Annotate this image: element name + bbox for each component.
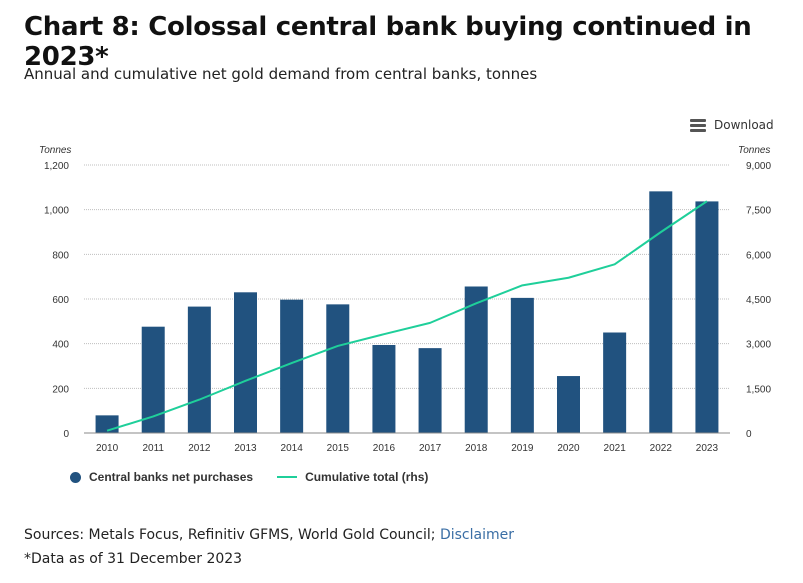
bar-2017 — [418, 348, 442, 433]
right-axis-label: Tonnes — [738, 145, 770, 156]
download-label: Download — [714, 118, 774, 132]
bar-2014 — [280, 299, 304, 433]
footnote: *Data as of 31 December 2023 — [24, 551, 243, 567]
bar-2016 — [372, 345, 396, 433]
x-tick-label: 2019 — [511, 443, 534, 454]
x-tick-label: 2010 — [96, 443, 119, 454]
sources-note: Sources: Metals Focus, Refinitiv GFMS, W… — [24, 527, 514, 543]
x-tick-label: 2017 — [419, 443, 442, 454]
chart-title: Chart 8: Colossal central bank buying co… — [24, 12, 752, 72]
right-tick-label: 7,500 — [746, 206, 771, 217]
legend-label-bars: Central banks net purchases — [89, 470, 254, 484]
bar-2021 — [603, 332, 627, 433]
x-tick-label: 2022 — [650, 443, 673, 454]
right-tick-label: 0 — [746, 429, 752, 440]
right-tick-label: 9,000 — [746, 161, 771, 172]
download-button[interactable]: Download — [690, 118, 774, 132]
bar-2015 — [326, 304, 350, 433]
cumulative-line — [106, 200, 708, 432]
left-tick-label: 600 — [52, 295, 69, 306]
bar-2018 — [464, 286, 488, 433]
bar-2022 — [649, 191, 673, 433]
left-tick-label: 0 — [63, 429, 69, 440]
x-tick-label: 2014 — [281, 443, 304, 454]
x-tick-label: 2021 — [604, 443, 627, 454]
x-tick-label: 2013 — [234, 443, 257, 454]
legend: Central banks net purchases Cumulative t… — [70, 470, 452, 484]
chart-subtitle: Annual and cumulative net gold demand fr… — [24, 65, 538, 83]
legend-label-line: Cumulative total (rhs) — [305, 470, 429, 484]
left-tick-label: 1,000 — [44, 206, 69, 217]
left-axis-label: Tonnes — [39, 145, 71, 156]
bar-2013 — [234, 292, 257, 433]
x-tick-label: 2011 — [142, 443, 164, 454]
bar-2019 — [510, 297, 534, 433]
left-tick-label: 400 — [52, 340, 69, 351]
menu-icon — [690, 119, 706, 132]
right-tick-label: 1,500 — [746, 384, 771, 395]
bar-2020 — [557, 376, 580, 433]
left-tick-label: 1,200 — [44, 161, 69, 172]
bar-2012 — [187, 306, 211, 433]
left-tick-label: 200 — [52, 384, 69, 395]
x-tick-label: 2020 — [557, 443, 580, 454]
x-tick-label: 2015 — [327, 443, 350, 454]
x-tick-label: 2018 — [465, 443, 488, 454]
legend-item-line[interactable]: Cumulative total (rhs) — [277, 470, 428, 484]
bar-2011 — [141, 326, 165, 433]
x-tick-label: 2016 — [373, 443, 396, 454]
bar-2023 — [695, 201, 719, 433]
x-tick-label: 2012 — [188, 443, 211, 454]
left-tick-label: 800 — [52, 250, 69, 261]
right-tick-label: 4,500 — [746, 295, 771, 306]
right-tick-label: 3,000 — [746, 340, 771, 351]
legend-item-bars[interactable]: Central banks net purchases — [70, 470, 253, 484]
x-tick-label: 2023 — [696, 443, 719, 454]
legend-marker-line — [277, 476, 298, 478]
right-tick-label: 6,000 — [746, 250, 771, 261]
disclaimer-link[interactable]: Disclaimer — [439, 527, 514, 543]
sources-text: Sources: Metals Focus, Refinitiv GFMS, W… — [24, 527, 436, 543]
legend-marker-bars — [70, 471, 81, 483]
